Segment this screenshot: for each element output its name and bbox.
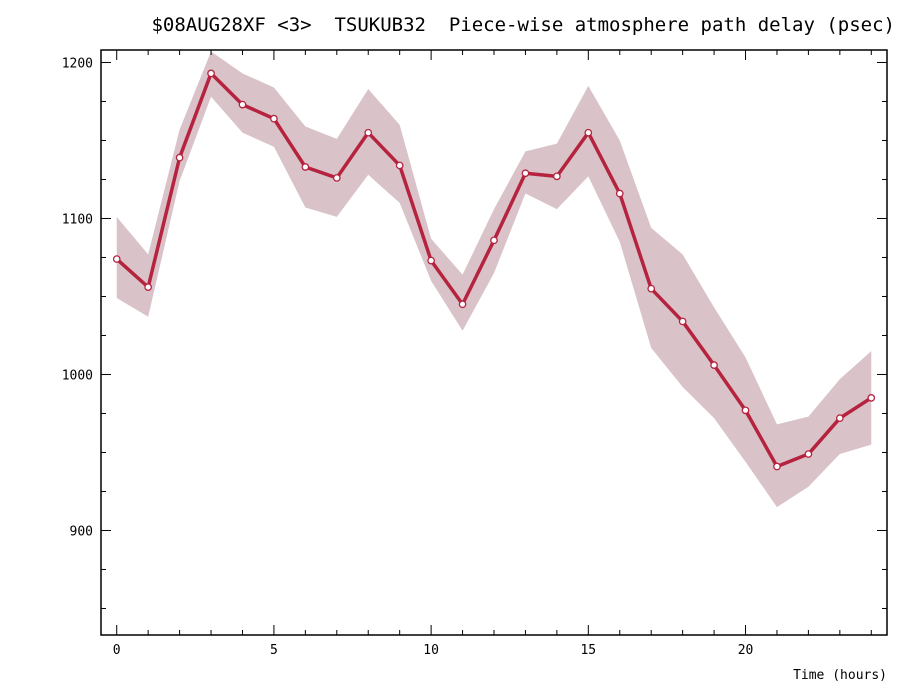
plot-frame <box>100 49 888 636</box>
data-point <box>175 153 184 162</box>
x-tick-label: 10 <box>423 643 439 658</box>
data-point <box>521 169 530 178</box>
data-point <box>741 406 750 415</box>
data-point <box>112 255 121 263</box>
y-tick-label: 1000 <box>62 368 93 383</box>
x-tick-label: 15 <box>580 643 596 658</box>
data-point <box>207 69 215 78</box>
x-tick-label: 20 <box>738 643 754 658</box>
data-point <box>144 283 153 291</box>
data-point <box>678 317 687 326</box>
data-point <box>615 189 624 198</box>
x-axis-label: Time (hours) <box>793 668 887 683</box>
chart-title: $08AUG28XF <3> TSUKUB32 Piece-wise atmos… <box>151 14 895 36</box>
data-point <box>553 172 561 181</box>
data-point <box>584 128 593 137</box>
data-point <box>301 163 310 171</box>
x-tick-label: 0 <box>113 643 121 658</box>
data-point <box>867 394 876 402</box>
data-point <box>364 128 373 137</box>
data-point <box>835 414 844 423</box>
data-point <box>804 450 813 458</box>
data-point <box>332 174 341 182</box>
y-tick-label: 1100 <box>62 212 93 227</box>
data-point <box>238 100 247 109</box>
data-point <box>647 284 656 293</box>
data-point <box>395 161 404 170</box>
x-tick-label: 5 <box>270 643 278 658</box>
data-point <box>458 300 467 309</box>
data-point <box>490 236 498 245</box>
y-tick-label: 1200 <box>62 56 93 71</box>
data-point <box>270 114 278 123</box>
data-point <box>710 361 718 369</box>
y-tick-label: 900 <box>70 524 93 539</box>
uncertainty-band <box>116 51 872 508</box>
data-point <box>773 462 781 471</box>
data-point <box>427 256 435 265</box>
